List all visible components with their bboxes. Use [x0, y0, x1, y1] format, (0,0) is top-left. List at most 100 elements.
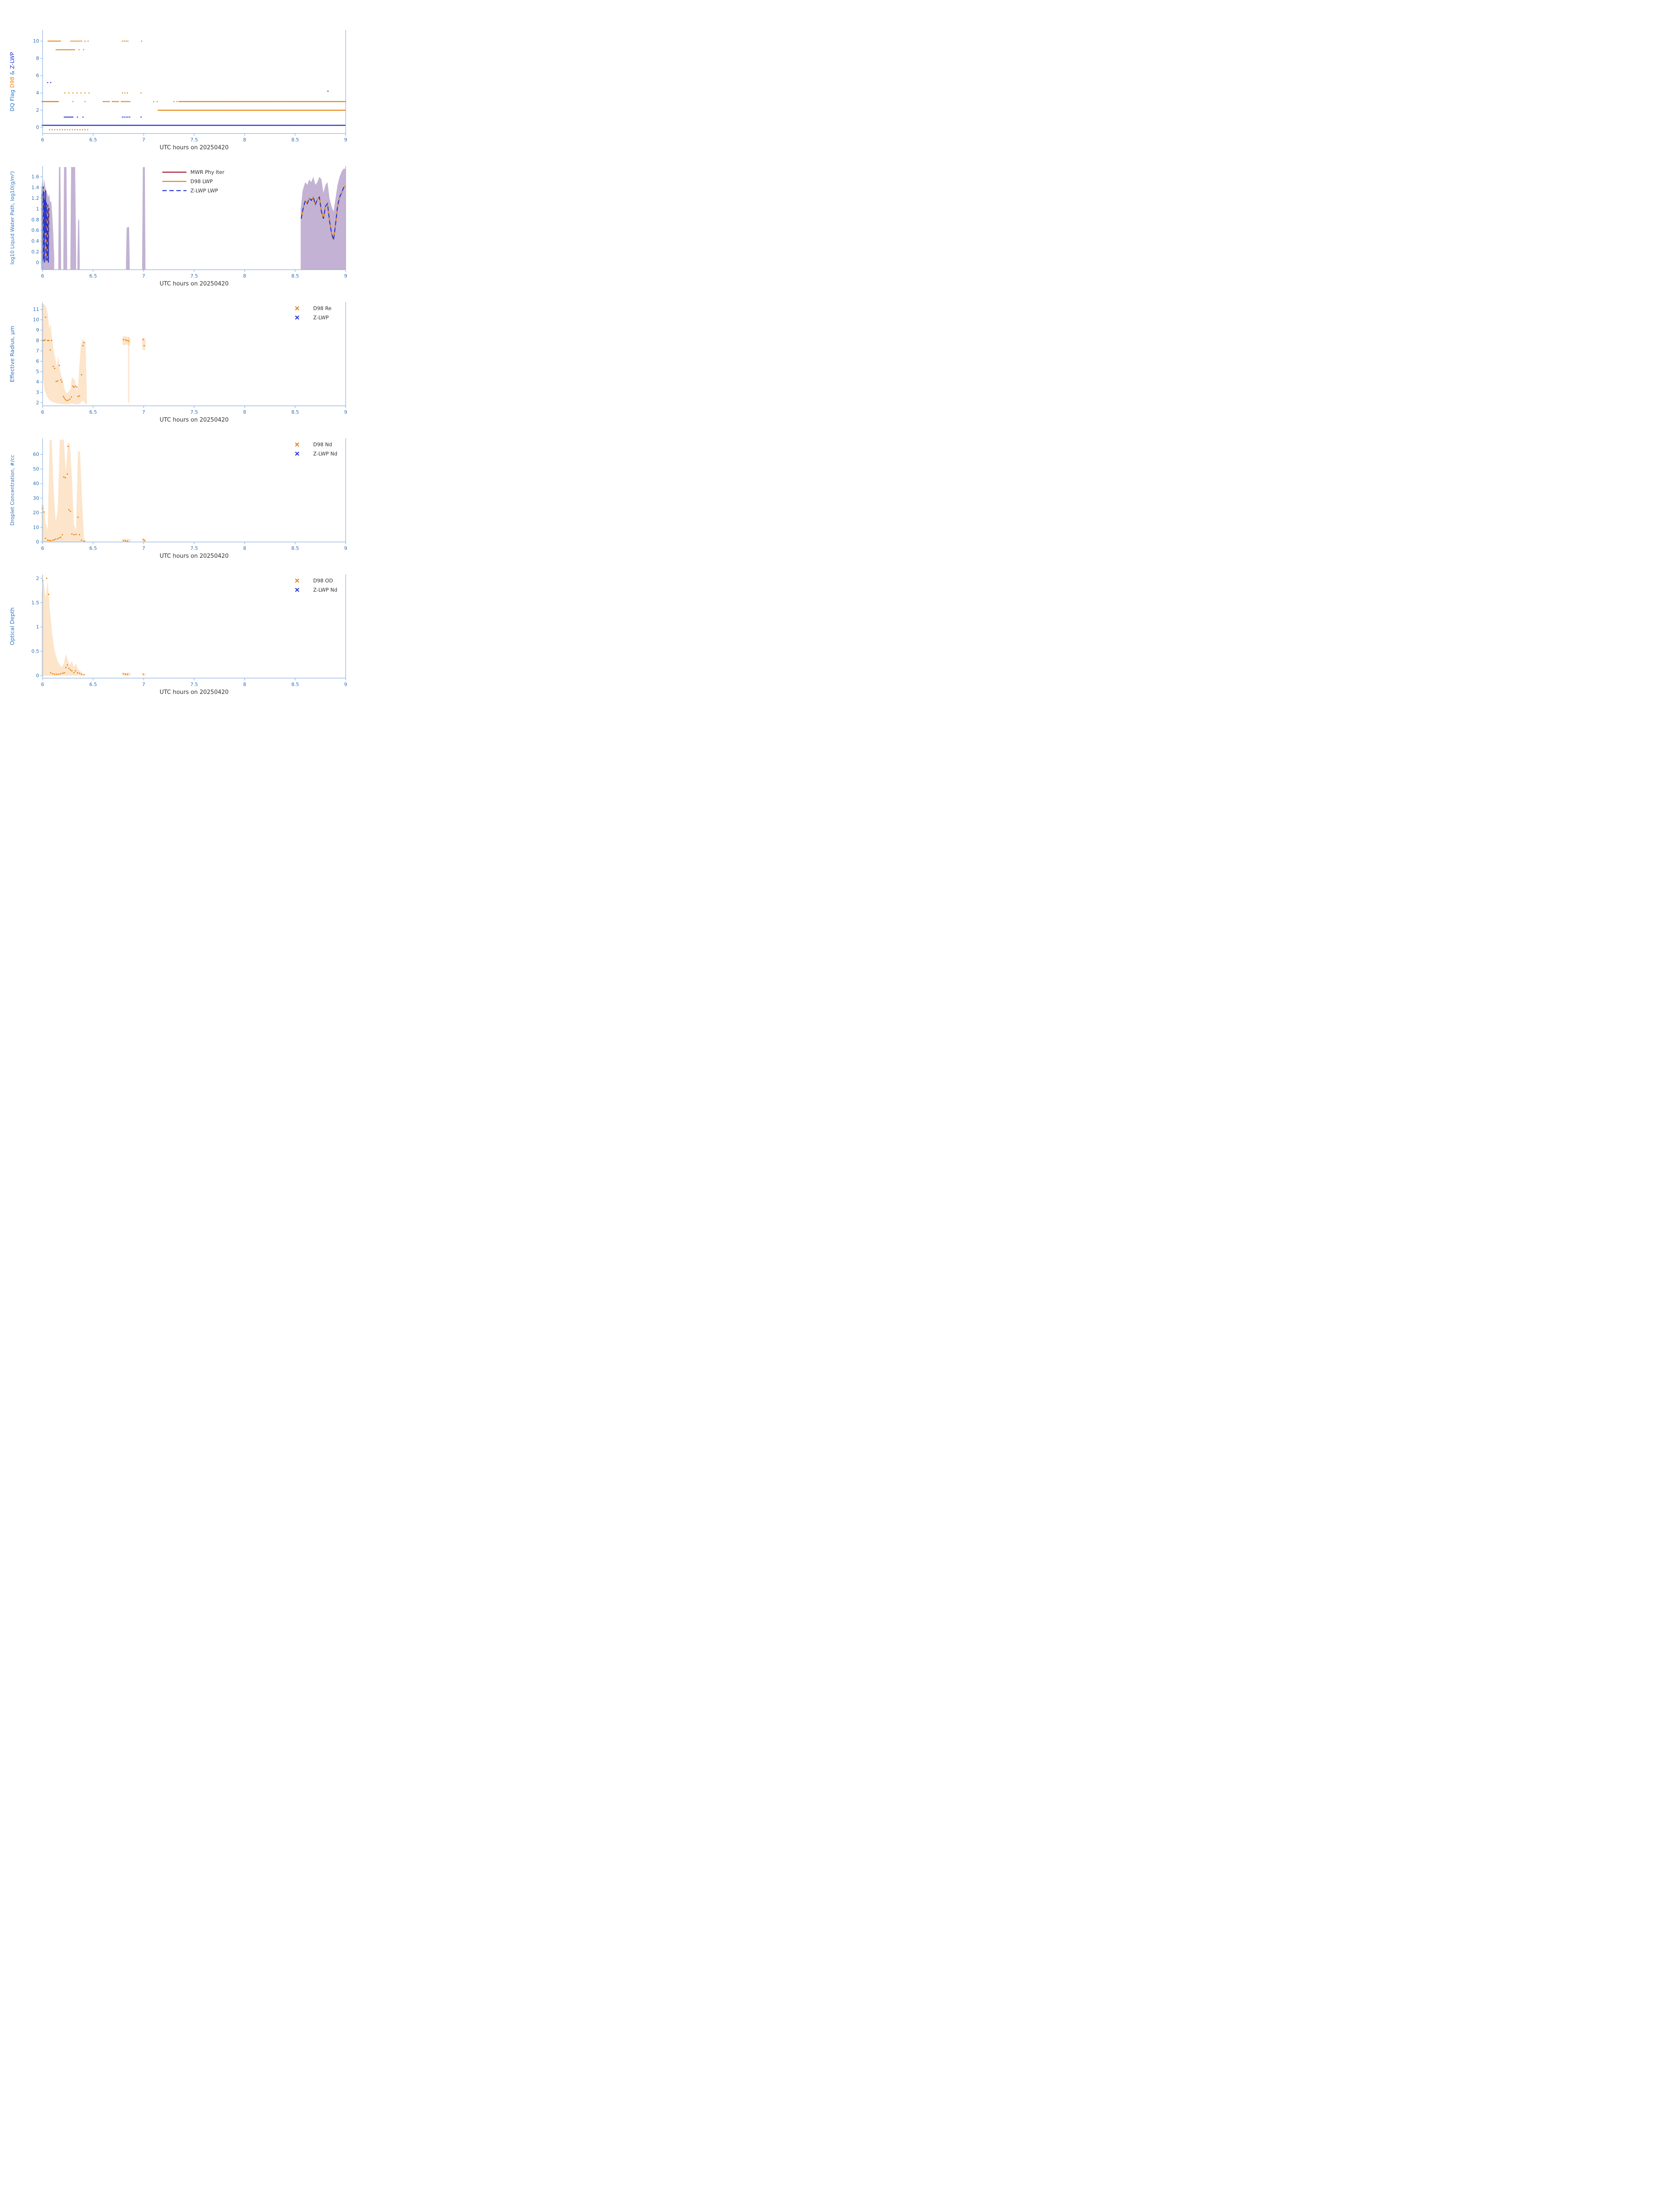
y-tick-label: 2 [36, 107, 39, 113]
effective-radius-chart: 6 6.5 7 7.5 8 8.5 9 2 3 4 5 6 7 8 9 10 11 UTC hours on 20… [9, 302, 347, 423]
y-tick-label: 10 [33, 524, 39, 530]
y-tick-label: 20 [33, 510, 39, 516]
legend-sample-x-marker [295, 315, 300, 320]
legend-sample-x-marker [295, 578, 300, 583]
y-tick-label: 1.6 [32, 174, 40, 180]
axis-labels: UTC hours on 20250420 Optical Depth [9, 607, 229, 696]
y-tick-label: 0 [36, 260, 39, 266]
x-tick-label: 8 [243, 545, 246, 551]
x-axis-label: UTC hours on 20250420 [159, 689, 228, 696]
panel-droplet-concentration: 6 6.5 7 7.5 8 8.5 9 0 10 20 30 40 50 60 UTC hours on 2… [0, 434, 448, 562]
x-tick-label: 6.5 [89, 273, 97, 279]
y-axis-label: log10 Liquid Water Path, log10(g/m²) [9, 171, 15, 265]
legend-label: Z-LWP Nd [313, 587, 337, 593]
y-axis-label: Effective Radius, μm [9, 326, 15, 383]
y-tick-label: 5 [36, 369, 39, 375]
axes: 6 6.5 7 7.5 8 8.5 9 2 3 4 5 6 7 8 9 10 11 [33, 302, 347, 415]
x-tick-label: 7 [142, 137, 145, 143]
panel-dq-flag: 6 6.5 7 7.5 8 8.5 9 0 2 4 6 8 10 UTC hours on 2025042… [0, 25, 448, 154]
uncertainty-bands [41, 304, 146, 405]
panel-liquid-water-path: 6 6.5 7 7.5 8 8.5 9 0 0.2 0.4 0.6 0.8 1 1.2 1.4 1.6 UTC … [0, 162, 448, 290]
y-tick-label: 0.8 [32, 217, 40, 223]
x-tick-label: 6 [41, 545, 44, 551]
figure-root: 6 6.5 7 7.5 8 8.5 9 0 2 4 6 8 10 UTC hours on 2025042… [0, 0, 448, 698]
x-tick-label: 9 [344, 273, 347, 279]
x-tick-label: 7.5 [190, 137, 198, 143]
x-tick-label: 8 [243, 137, 246, 143]
y-tick-label: 3 [36, 390, 39, 395]
x-tick-label: 9 [344, 682, 347, 687]
y-tick-label: 0.2 [32, 249, 40, 255]
y-tick-label: 8 [36, 338, 39, 343]
x-tick-label: 9 [344, 409, 347, 415]
axis-labels: UTC hours on 20250420 DQ Flag D98 & Z-LWP [9, 52, 229, 151]
x-axis-label: UTC hours on 20250420 [159, 144, 228, 151]
x-tick-label: 7.5 [190, 682, 198, 687]
x-tick-label: 7 [142, 273, 145, 279]
x-tick-label: 8.5 [291, 682, 299, 687]
y-tick-label: 10 [33, 317, 39, 323]
optical-depth-chart: 6 6.5 7 7.5 8 8.5 9 0 0.5 1 1.5 2 UTC hours on 20250… [9, 574, 347, 696]
x-tick-label: 7 [142, 545, 145, 551]
y-tick-label: 0.4 [32, 238, 40, 244]
y-axis-label: DQ Flag D98 & Z-LWP [9, 52, 15, 112]
axis-labels: UTC hours on 20250420 Effective Radius, μ… [9, 326, 229, 423]
panel-effective-radius: 6 6.5 7 7.5 8 8.5 9 2 3 4 5 6 7 8 9 10 11 UTC hours on 20… [0, 298, 448, 426]
x-tick-label: 6 [41, 682, 44, 687]
legend-label: D98 OD [313, 578, 333, 584]
x-axis-label: UTC hours on 20250420 [159, 417, 228, 423]
y-tick-label: 1 [36, 624, 39, 630]
y-tick-label: 2 [36, 400, 39, 405]
y-tick-label: 1.5 [32, 600, 40, 606]
legend: D98 Nd Z-LWP Nd [295, 441, 337, 457]
axes: 6 6.5 7 7.5 8 8.5 9 0 10 20 30 40 50 60 [33, 438, 347, 551]
x-tick-label: 8 [243, 273, 246, 279]
y-tick-label: 4 [36, 379, 39, 385]
y-tick-label: 8 [36, 55, 39, 61]
x-tick-label: 9 [344, 545, 347, 551]
dq-flag-chart: 6 6.5 7 7.5 8 8.5 9 0 2 4 6 8 10 UTC hours on 2025042… [9, 30, 347, 151]
x-tick-label: 6.5 [89, 545, 97, 551]
uncertainty-bands [41, 580, 146, 676]
line-series [42, 185, 346, 263]
x-tick-label: 7 [142, 682, 145, 687]
legend-label: D98 Nd [313, 441, 332, 448]
y-tick-label: 40 [33, 481, 39, 487]
uncertainty-bands [41, 440, 146, 542]
legend-sample-x-marker [295, 451, 300, 456]
x-tick-label: 7.5 [190, 409, 198, 415]
legend-label: D98 LWP [191, 178, 213, 184]
lwp-chart: 6 6.5 7 7.5 8 8.5 900.20.40.60.811.21.41.6UTC … [9, 166, 347, 287]
x-tick-label: 8.5 [291, 409, 299, 415]
x-tick-label: 6 [41, 273, 44, 279]
scatter-series [42, 578, 144, 675]
y-tick-label: 11 [33, 307, 39, 312]
axes: 6 6.5 7 7.5 8 8.5 9 0 0.2 0.4 0.6 0.8 1 1.2 1.4 1.6 [32, 166, 347, 279]
legend: D98 Re Z-LWP [295, 305, 332, 321]
y-tick-label: 0 [36, 125, 39, 130]
y-tick-label: 0 [36, 673, 39, 679]
x-tick-label: 8.5 [291, 545, 299, 551]
legend-sample-x-marker [295, 588, 300, 592]
y-tick-label: 50 [33, 466, 39, 472]
y-tick-label: 1.2 [32, 195, 40, 201]
y-tick-label: 0.6 [32, 228, 40, 233]
y-tick-label: 0 [36, 539, 39, 545]
x-tick-label: 7.5 [190, 545, 198, 551]
legend-label: D98 Re [313, 305, 332, 311]
x-tick-label: 7.5 [190, 273, 198, 279]
panel-optical-depth: 6 6.5 7 7.5 8 8.5 9 0 0.5 1 1.5 2 UTC hours on 20250… [0, 570, 448, 698]
y-tick-label: 0.5 [32, 649, 40, 654]
y-axis-label: Droplet Concentration, #/cc [9, 455, 15, 526]
axes: 6 6.5 7 7.5 8 8.5 9 0 2 4 6 8 10 [33, 30, 347, 143]
x-tick-label: 6 [41, 137, 44, 143]
y-tick-label: 4 [36, 90, 39, 96]
x-tick-label: 8 [243, 409, 246, 415]
y-tick-label: 6 [36, 358, 39, 364]
x-tick-label: 6.5 [89, 682, 97, 687]
legend-label: Z-LWP Nd [313, 451, 337, 457]
y-tick-label: 1 [36, 206, 39, 212]
y-tick-label: 9 [36, 327, 39, 333]
y-tick-label: 6 [36, 73, 39, 79]
